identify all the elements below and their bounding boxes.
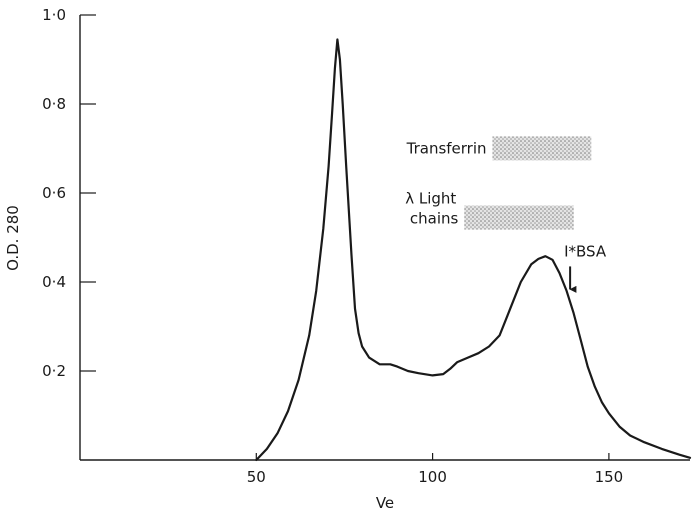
y-tick-label: 0·8 — [42, 95, 66, 113]
bsa-annotation: I*BSA — [564, 242, 607, 293]
x-axis-title: Ve — [376, 494, 394, 512]
x-tick-label: 100 — [418, 468, 447, 486]
transferrin-annotation: Transferrin — [406, 136, 592, 161]
y-tick-label: 0·2 — [42, 362, 66, 380]
light-chains-label-line1: λ Light — [405, 189, 456, 207]
y-tick-label: 0·6 — [42, 184, 66, 202]
y-tick-label: 1·0 — [42, 6, 66, 24]
y-tick-label: 0·4 — [42, 273, 66, 291]
y-axis-ticks: 0·2 0·4 0·6 0·8 1·0 — [42, 6, 96, 380]
od280-elution-curve — [255, 38, 692, 462]
x-tick-label: 50 — [247, 468, 266, 486]
y-axis-title: O.D. 280 — [4, 205, 22, 271]
transferrin-elution-band — [492, 136, 592, 161]
bsa-label: I*BSA — [564, 242, 607, 260]
x-tick-label: 150 — [595, 468, 624, 486]
light-chains-label-line2: chains — [410, 209, 459, 227]
x-axis-ticks: 50 100 150 — [247, 453, 623, 486]
light-chains-annotation: λ Light chains — [405, 189, 574, 230]
transferrin-label: Transferrin — [406, 140, 487, 158]
light-chains-elution-band — [464, 205, 574, 230]
